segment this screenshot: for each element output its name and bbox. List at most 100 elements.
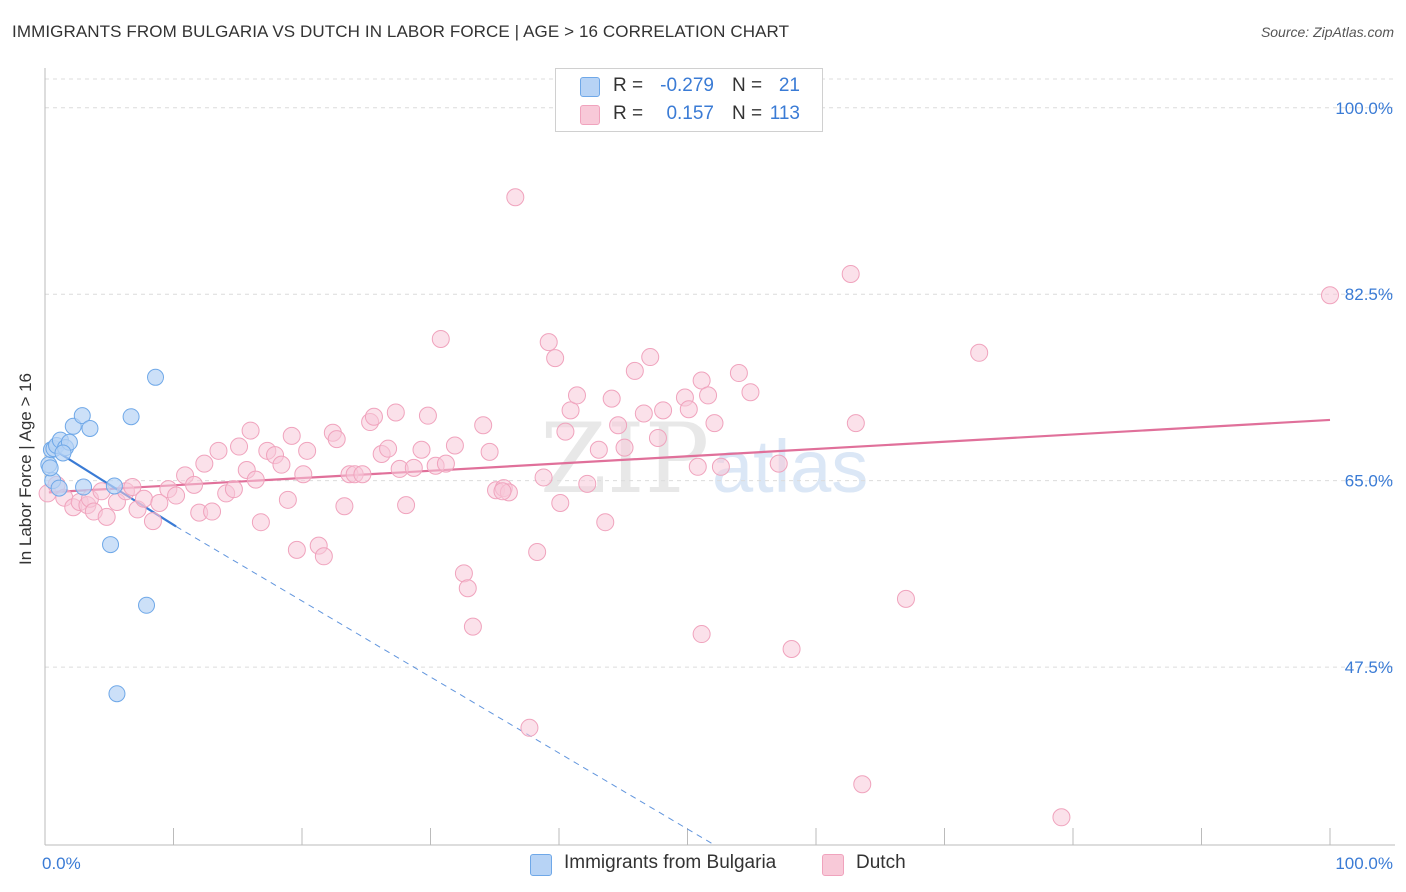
dutch-point [463,617,482,636]
legend-row-dutch: R = 0.157 N = 113 [556,101,822,127]
legend-n-value: 21 [778,75,800,96]
y-tick-labels: 47.5% 65.0% 82.5% 100.0% [1335,99,1393,677]
dutch-point [634,404,653,423]
dutch-point [1321,286,1339,305]
dutch-point [185,475,204,494]
dutch-point [556,422,575,441]
series-swatch-dutch [822,854,844,876]
dutch-point [397,496,416,515]
dutch-point [241,421,260,440]
dutch-point [528,543,547,562]
legend-n-label: N = [732,75,763,96]
x-tick-label: 0.0% [42,854,81,873]
dutch-point [705,414,724,433]
dutch-point [203,502,222,521]
dutch-point [692,625,711,644]
dutch-point [167,486,186,505]
dutch-point [123,478,142,497]
dutch-point [769,454,788,473]
dutch-point [143,512,162,531]
dutch-point [278,490,297,509]
legend-r-label: R = [613,75,644,96]
dutch-point [692,371,711,390]
dutch-point [298,441,317,460]
dutch-point [364,407,383,426]
y-axis-label: In Labor Force | Age > 16 [16,372,35,565]
series-label-dutch: Dutch [856,852,906,873]
bulgaria-point [102,536,120,554]
bulgaria-point [73,407,91,425]
dutch-point [287,540,306,559]
bulgaria-point [75,478,93,496]
dutch-point [567,386,586,405]
watermark-atlas: atlas [712,425,868,508]
axes [44,68,1395,846]
dutch-point [841,264,860,283]
legend-r-label: R = [613,103,644,124]
dutch-point [195,454,214,473]
bulgaria-point [41,459,59,477]
dutch-point [493,482,512,501]
x-tick-labels: 0.0% 100.0% [42,854,1393,873]
dutch-point [853,775,872,794]
dutch-point [602,389,621,408]
dutch-point [546,349,565,368]
bulgaria-point [147,368,165,386]
series-swatch-bulgaria [530,854,552,876]
dutch-point [379,439,398,458]
dutch-point [335,497,354,516]
bulgaria-point [108,685,126,703]
legend-r-value: -0.279 [660,75,714,96]
dutch-point [246,470,265,489]
bulgaria-point [138,596,156,614]
dutch-point [150,494,169,513]
correlation-legend: R = -0.279 N = 21 R = 0.157 N = 113 [555,68,823,132]
dutch-point [578,474,597,493]
dutch-point [412,440,431,459]
bulgaria-point [122,408,140,426]
dutch-point [386,403,405,422]
dutch-point [327,430,346,449]
dutch-point [431,329,450,348]
y-tick-label: 65.0% [1345,472,1393,491]
y-tick-label: 100.0% [1335,99,1393,118]
dutch-point [729,364,748,383]
watermark: ZIP atlas [540,403,868,515]
dutch-point [596,513,615,532]
dutch-point [615,438,634,457]
dutch-point [846,414,865,433]
dutch-point [230,437,249,456]
chart-title: IMMIGRANTS FROM BULGARIA VS DUTCH IN LAB… [12,22,790,41]
dutch-point [314,547,333,566]
dutch-point [561,401,580,420]
dutch-point [970,343,989,362]
dutch-point [209,441,228,460]
dutch-point [224,480,243,499]
legend-n-value: 113 [769,103,800,124]
dutch-point [134,489,153,508]
y-tick-label: 47.5% [1345,658,1393,677]
dutch-point [648,429,667,448]
legend-n-label: N = [732,103,763,124]
x-tick-label: 100.0% [1335,854,1393,873]
bulgaria-point [50,479,68,497]
dutch-point [641,348,660,367]
dutch-point [654,401,673,420]
dutch-point [1052,808,1071,827]
dutch-point [551,494,570,513]
dutch-point [294,465,313,484]
legend-swatch-bulgaria [580,77,600,97]
dutch-point [251,513,270,532]
dutch-point [679,400,698,419]
dutch-point [454,564,473,583]
dutch-point [625,361,644,380]
y-tick-label: 82.5% [1345,285,1393,304]
dutch-point [480,442,499,461]
dutch-point [699,386,718,405]
dutch-point [534,468,553,487]
legend-row-bulgaria: R = -0.279 N = 21 [556,73,822,99]
dutch-point [711,457,730,476]
dutch-point [282,426,301,445]
dutch-point [688,457,707,476]
